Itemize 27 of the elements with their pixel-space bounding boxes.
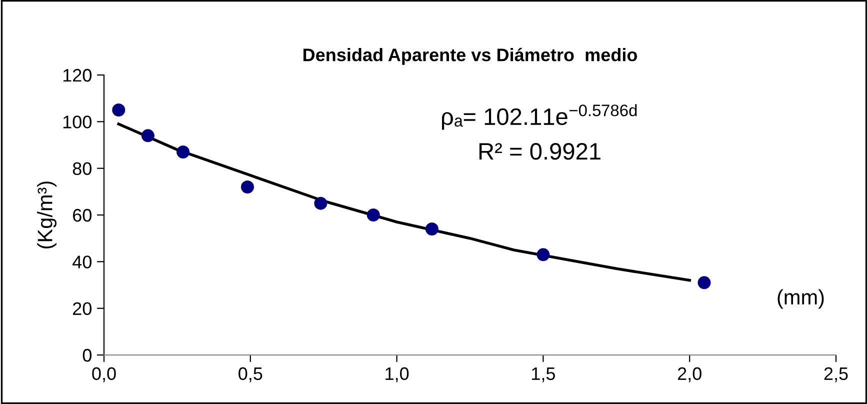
point bbox=[112, 103, 126, 117]
y-tick-label: 120 bbox=[63, 68, 92, 82]
x-tick-label: 2,0 bbox=[678, 367, 702, 382]
point bbox=[176, 145, 190, 159]
x-tick-label: 1,0 bbox=[386, 367, 409, 382]
y-tick-label: 0 bbox=[82, 348, 92, 362]
x-axis-title: (mm) bbox=[778, 289, 824, 309]
point bbox=[536, 248, 550, 262]
chart-title: Densidad Aparente vs Diámetro medio bbox=[303, 48, 638, 65]
y-tick-label: 20 bbox=[73, 302, 92, 316]
y-tick-label: 100 bbox=[63, 116, 92, 128]
y-tick-label: 40 bbox=[72, 256, 92, 268]
x-tick-label: 2,5 bbox=[824, 367, 848, 382]
point bbox=[141, 129, 154, 142]
annotation: ρₐ= 102.11e$^{−0.5786d}$ bbox=[442, 104, 637, 130]
point bbox=[366, 208, 380, 222]
point bbox=[698, 276, 711, 290]
y-tick-label: 80 bbox=[72, 162, 92, 176]
y-tick-label: 60 bbox=[73, 208, 92, 222]
y-axis-title: (Kg/m³) bbox=[37, 182, 57, 248]
x-tick-label: 0,5 bbox=[238, 367, 262, 382]
x-tick-label: 0,0 bbox=[92, 367, 116, 382]
x-tick-label: 1,5 bbox=[532, 367, 555, 382]
annotation: R² = 0.9921 bbox=[479, 143, 600, 160]
point bbox=[314, 196, 328, 210]
point bbox=[240, 180, 254, 194]
point bbox=[425, 222, 438, 236]
